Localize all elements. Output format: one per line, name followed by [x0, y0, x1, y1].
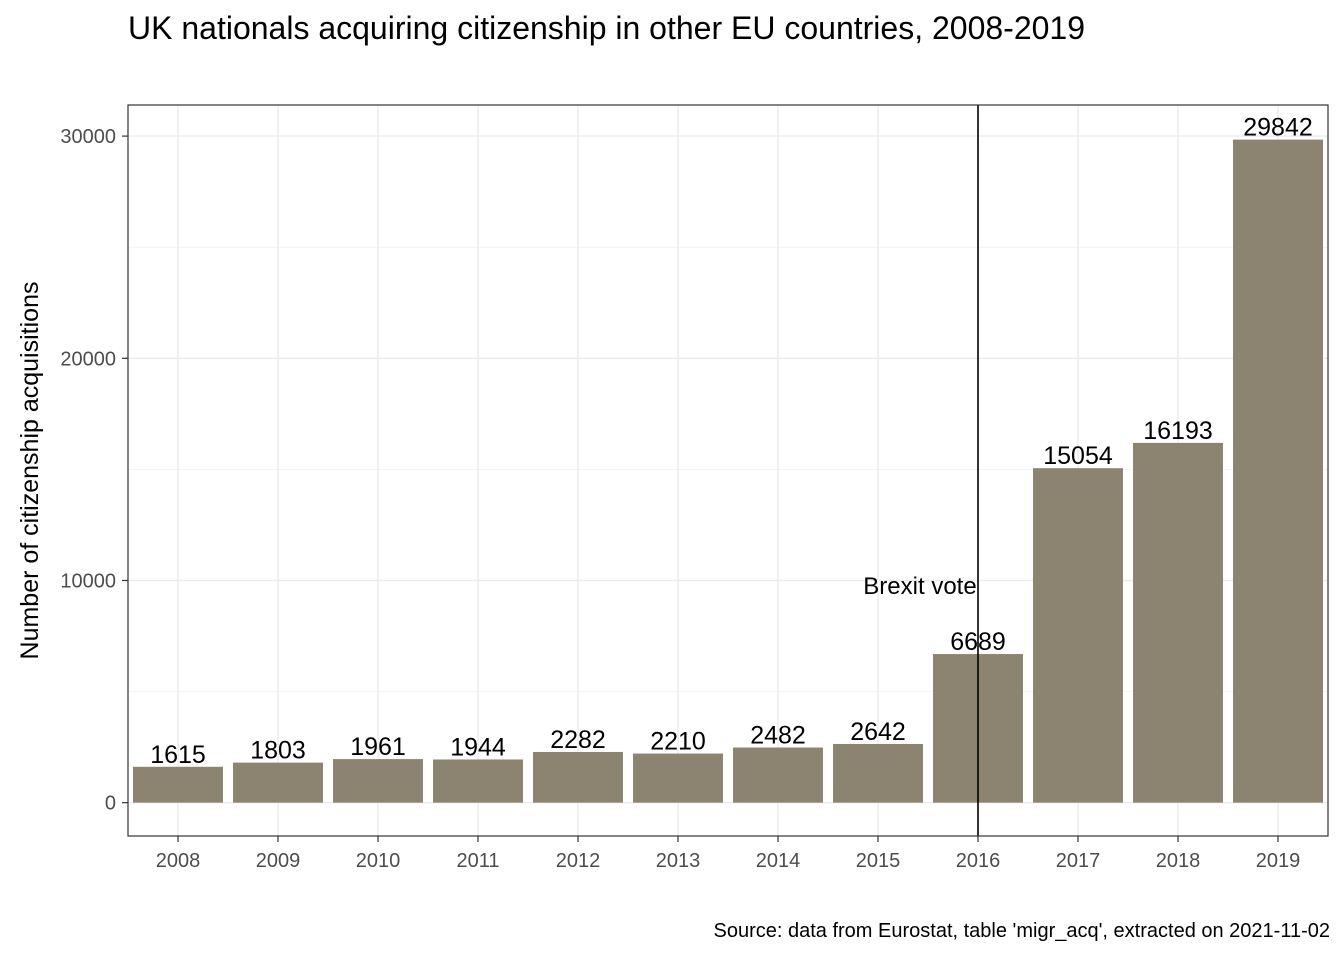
bar-label-2011: 1944 [450, 733, 506, 761]
x-tick-label: 2013 [656, 850, 701, 872]
plot-panel-border [127, 104, 1329, 837]
x-tick-label: 2011 [456, 850, 499, 872]
x-tick-label: 2016 [956, 850, 1001, 872]
y-tick-label: 20000 [60, 348, 116, 370]
bar-label-2014: 2482 [750, 722, 806, 750]
x-axis-ticks: 2008 2009 2010 2011 2012 2013 2014 2015 2016 2017… [156, 836, 1301, 872]
bar-2015 [833, 743, 923, 803]
x-tick-label: 2008 [156, 850, 201, 872]
bar-2012 [533, 751, 623, 803]
bar-label-2015: 2642 [850, 718, 906, 746]
bar-label-2013: 2210 [650, 728, 706, 756]
x-tick-label: 2017 [1056, 850, 1101, 872]
bar-label-2010: 1961 [350, 733, 406, 761]
bar-2018 [1133, 442, 1223, 803]
chart-title: UK nationals acquiring citizenship in ot… [128, 10, 1085, 46]
y-axis-title: Number of citizenship acquisitions [16, 282, 44, 660]
bar-2009 [233, 762, 323, 803]
bar-2019 [1233, 139, 1323, 803]
bar-label-2008: 1615 [150, 741, 206, 769]
x-tick-label: 2010 [356, 850, 401, 872]
x-tick-label: 2019 [1256, 850, 1301, 872]
x-tick-label: 2009 [256, 850, 301, 872]
y-axis-ticks: 0 10000 20000 30000 [60, 126, 128, 815]
bar-label-2017: 15054 [1043, 442, 1113, 470]
bar-2013 [633, 753, 723, 803]
y-tick-label: 10000 [60, 570, 116, 592]
bar-2017 [1033, 468, 1123, 803]
bar-2014 [733, 747, 823, 803]
y-tick-label: 0 [105, 793, 116, 815]
source-caption: Source: data from Eurostat, table 'migr_… [713, 920, 1331, 942]
bar-2008 [133, 766, 223, 803]
bar-label-2019: 29842 [1243, 114, 1313, 142]
bar-label-2009: 1803 [250, 737, 306, 765]
bars [133, 139, 1323, 803]
brexit-vote-annotation: Brexit vote [863, 573, 976, 600]
bar-2011 [433, 759, 523, 803]
x-tick-label: 2018 [1156, 850, 1201, 872]
bar-label-2018: 16193 [1143, 417, 1213, 445]
bar-2010 [333, 759, 423, 803]
x-tick-label: 2014 [756, 850, 801, 872]
x-tick-label: 2012 [556, 850, 601, 872]
y-tick-label: 30000 [60, 126, 116, 148]
bar-label-2012: 2282 [550, 726, 606, 754]
x-tick-label: 2015 [856, 850, 901, 872]
